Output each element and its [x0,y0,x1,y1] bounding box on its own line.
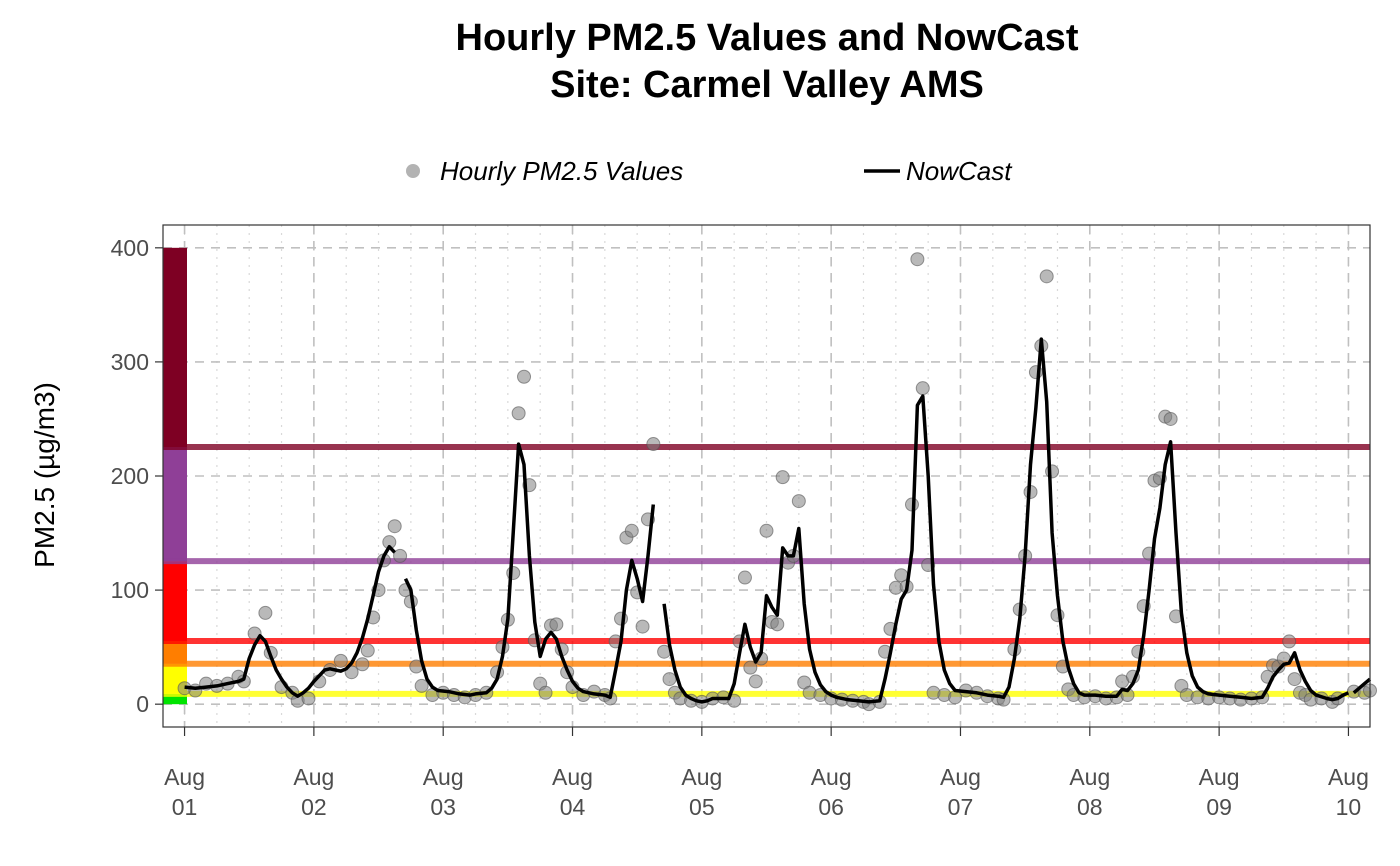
x-tick-label-day: 05 [689,794,715,820]
nowcast-segment [184,544,396,698]
x-tick-label-day: 07 [948,794,974,820]
hourly-point [393,548,408,563]
x-tick-label-month: Aug [1199,764,1240,790]
y-tick-label: 0 [136,691,149,717]
hourly-point [775,470,790,485]
x-tick-label-day: 02 [301,794,327,820]
aqi-band [163,693,187,705]
x-tick-label-month: Aug [811,764,852,790]
x-tick-label-day: 10 [1336,794,1362,820]
hourly-point [635,619,650,634]
aqi-band [163,447,187,562]
x-tick-label-day: 08 [1077,794,1103,820]
hourly-point [355,657,370,672]
hourly-point [743,660,758,675]
x-tick-label-day: 03 [430,794,456,820]
hourly-point [538,685,553,700]
hourly-point [1282,634,1297,649]
y-tick-label: 200 [111,463,149,489]
hourly-point [360,643,375,658]
nowcast-line [184,337,1372,704]
legend: Hourly PM2.5 Values NowCast [406,156,1013,186]
x-tick-label-month: Aug [293,764,334,790]
hourly-point [737,570,752,585]
aqi-color-bar [163,247,187,705]
hourly-points [177,252,1377,712]
x-tick-label-day: 01 [172,794,198,820]
x-tick-label-day: 06 [818,794,844,820]
hourly-point [511,406,526,421]
x-tick-label-day: 09 [1206,794,1232,820]
legend-point-symbol [406,164,420,178]
hourly-point [1045,464,1060,479]
x-tick-label-month: Aug [940,764,981,790]
hourly-point [301,691,316,706]
aqi-band [163,640,187,664]
hourly-point [791,494,806,509]
hourly-point [759,523,774,538]
hourly-point [624,523,639,538]
hourly-point [646,437,661,452]
x-tick-label-month: Aug [423,764,464,790]
nowcast-segment [662,337,1350,704]
x-tick-label-day: 04 [560,794,586,820]
hourly-point [662,672,677,687]
x-tick-label-month: Aug [681,764,722,790]
y-tick-label: 100 [111,577,149,603]
hourly-point [414,678,429,693]
x-tick-label-month: Aug [1069,764,1110,790]
y-tick-label: 400 [111,235,149,261]
aqi-band [163,561,187,641]
x-tick-label-month: Aug [164,764,205,790]
aqi-threshold-lines [163,444,1370,697]
aqi-band [163,247,187,448]
hourly-point [258,605,273,620]
hourly-point [915,381,930,396]
hourly-point [549,617,564,632]
chart-subtitle: Site: Carmel Valley AMS [550,64,984,106]
hourly-point [1287,672,1302,687]
y-tick-label: 300 [111,349,149,375]
hourly-point [770,617,785,632]
hourly-point [517,369,532,384]
hourly-point [748,674,763,689]
x-tick-label-month: Aug [552,764,593,790]
chart-title: Hourly PM2.5 Values and NowCast [456,17,1079,59]
grid [163,225,1370,727]
hourly-point [1163,411,1178,426]
legend-label-hourly: Hourly PM2.5 Values [440,156,683,186]
hourly-point [1039,269,1054,284]
hourly-point [387,519,402,534]
hourly-point [333,653,348,668]
y-axis-label: PM2.5 (µg/m3) [29,382,60,568]
x-tick-label-month: Aug [1328,764,1369,790]
hourly-point [910,252,925,267]
legend-label-nowcast: NowCast [906,156,1013,186]
nowcast-segment [403,442,656,700]
axes: 0 100 200 300 400 Aug 01 Aug 02 Aug 03 Aug 04 Aug 05 Au… [111,235,1369,820]
nowcast-segment [1352,677,1372,695]
